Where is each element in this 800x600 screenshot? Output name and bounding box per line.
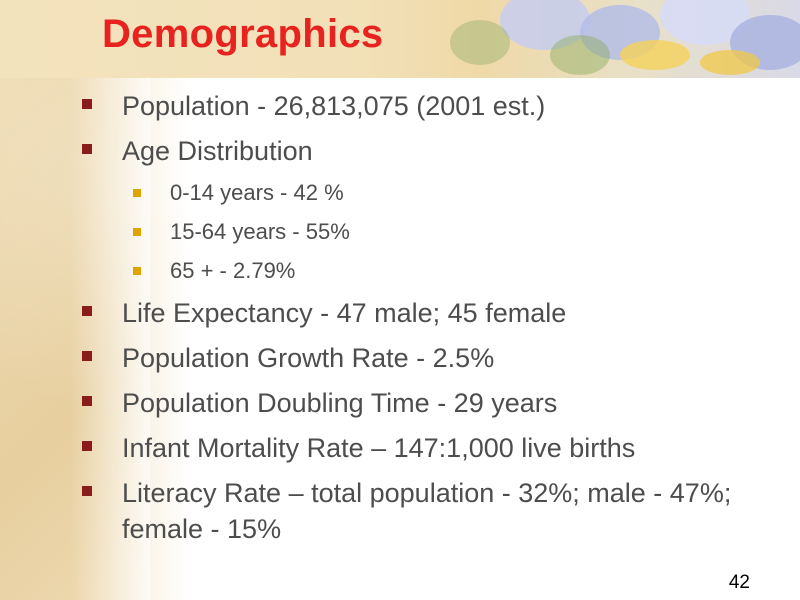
content-panel-fade — [70, 78, 150, 600]
bullet-text: Life Expectancy - 47 male; 45 female — [122, 298, 567, 328]
sub-bullet-item: 0-14 years - 42 % — [78, 178, 778, 207]
bullet-text: Population - 26,813,075 (2001 est.) — [122, 91, 546, 121]
square-bullet-icon — [82, 144, 92, 154]
square-bullet-icon — [82, 99, 92, 109]
bullet-text: Population Doubling Time - 29 years — [122, 388, 558, 418]
bullet-text: Literacy Rate – total population - 32%; … — [122, 478, 732, 544]
bullet-text: 15-64 years - 55% — [170, 219, 350, 244]
bullet-item: Life Expectancy - 47 male; 45 female — [78, 295, 778, 331]
slide-number: 42 — [728, 572, 750, 593]
square-bullet-icon — [82, 441, 92, 451]
bullet-item: Literacy Rate – total population - 32%; … — [78, 475, 778, 547]
bullet-text: Age Distribution — [122, 136, 313, 166]
bullet-text: Infant Mortality Rate – 147:1,000 live b… — [122, 433, 636, 463]
slide-title: Demographics — [102, 12, 384, 56]
bullet-item: Population - 26,813,075 (2001 est.) — [78, 88, 778, 124]
bullet-text: 0-14 years - 42 % — [170, 180, 344, 205]
bullet-item: Age Distribution — [78, 133, 778, 169]
bullet-text: 65 + - 2.79% — [170, 258, 296, 283]
bullet-item: Infant Mortality Rate – 147:1,000 live b… — [78, 430, 778, 466]
bullet-item: Population Growth Rate - 2.5% — [78, 340, 778, 376]
sub-bullet-item: 65 + - 2.79% — [78, 256, 778, 285]
bullet-list: Population - 26,813,075 (2001 est.) Age D… — [78, 88, 778, 556]
square-bullet-icon — [82, 486, 92, 496]
square-bullet-icon — [82, 396, 92, 406]
small-square-bullet-icon — [133, 267, 141, 275]
bullet-text: Population Growth Rate - 2.5% — [122, 343, 495, 373]
small-square-bullet-icon — [133, 228, 141, 236]
square-bullet-icon — [82, 351, 92, 361]
sub-bullet-item: 15-64 years - 55% — [78, 217, 778, 246]
floral-decoration — [430, 0, 800, 78]
square-bullet-icon — [82, 306, 92, 316]
bullet-item: Population Doubling Time - 29 years — [78, 385, 778, 421]
small-square-bullet-icon — [133, 189, 141, 197]
content-panel — [150, 78, 800, 600]
